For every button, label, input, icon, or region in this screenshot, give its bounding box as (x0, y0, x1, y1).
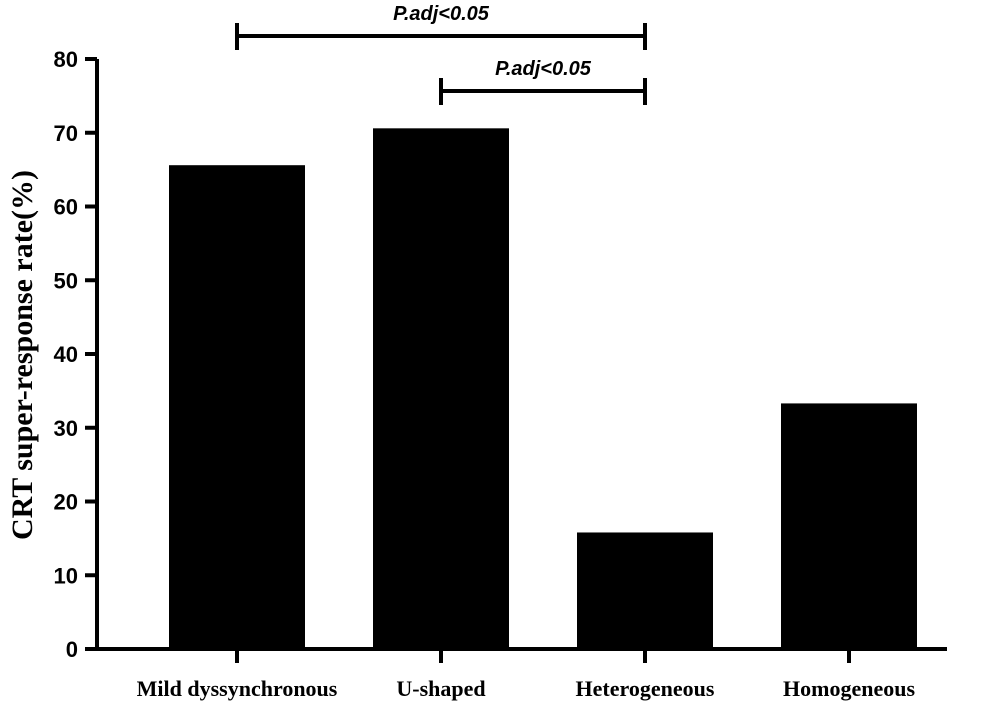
y-tick-label: 50 (54, 268, 78, 293)
significance-bracket: P.adj<0.05 (235, 3, 647, 50)
y-tick-label: 60 (54, 195, 78, 220)
x-tick-label: Heterogeneous (576, 676, 715, 701)
bar (373, 128, 509, 649)
significance-label: P.adj<0.05 (495, 58, 592, 80)
y-tick-label: 0 (66, 637, 78, 662)
y-tick-label: 30 (54, 416, 78, 441)
y-tick-label: 80 (54, 47, 78, 72)
y-tick-label: 40 (54, 342, 78, 367)
x-tick-label: Mild dyssynchronous (137, 676, 338, 701)
significance-bracket: P.adj<0.05 (439, 58, 647, 105)
x-tick-label: Homogeneous (783, 676, 915, 701)
y-axis-title: CRT super-response rate(%) (6, 170, 39, 540)
significance-label: P.adj<0.05 (393, 3, 490, 25)
y-tick-label: 20 (54, 490, 78, 515)
y-tick-label: 70 (54, 121, 78, 146)
y-tick-label: 10 (54, 563, 78, 588)
bar (577, 532, 713, 649)
bar (781, 403, 917, 649)
x-tick-label: U-shaped (396, 676, 485, 701)
bar (169, 165, 305, 649)
